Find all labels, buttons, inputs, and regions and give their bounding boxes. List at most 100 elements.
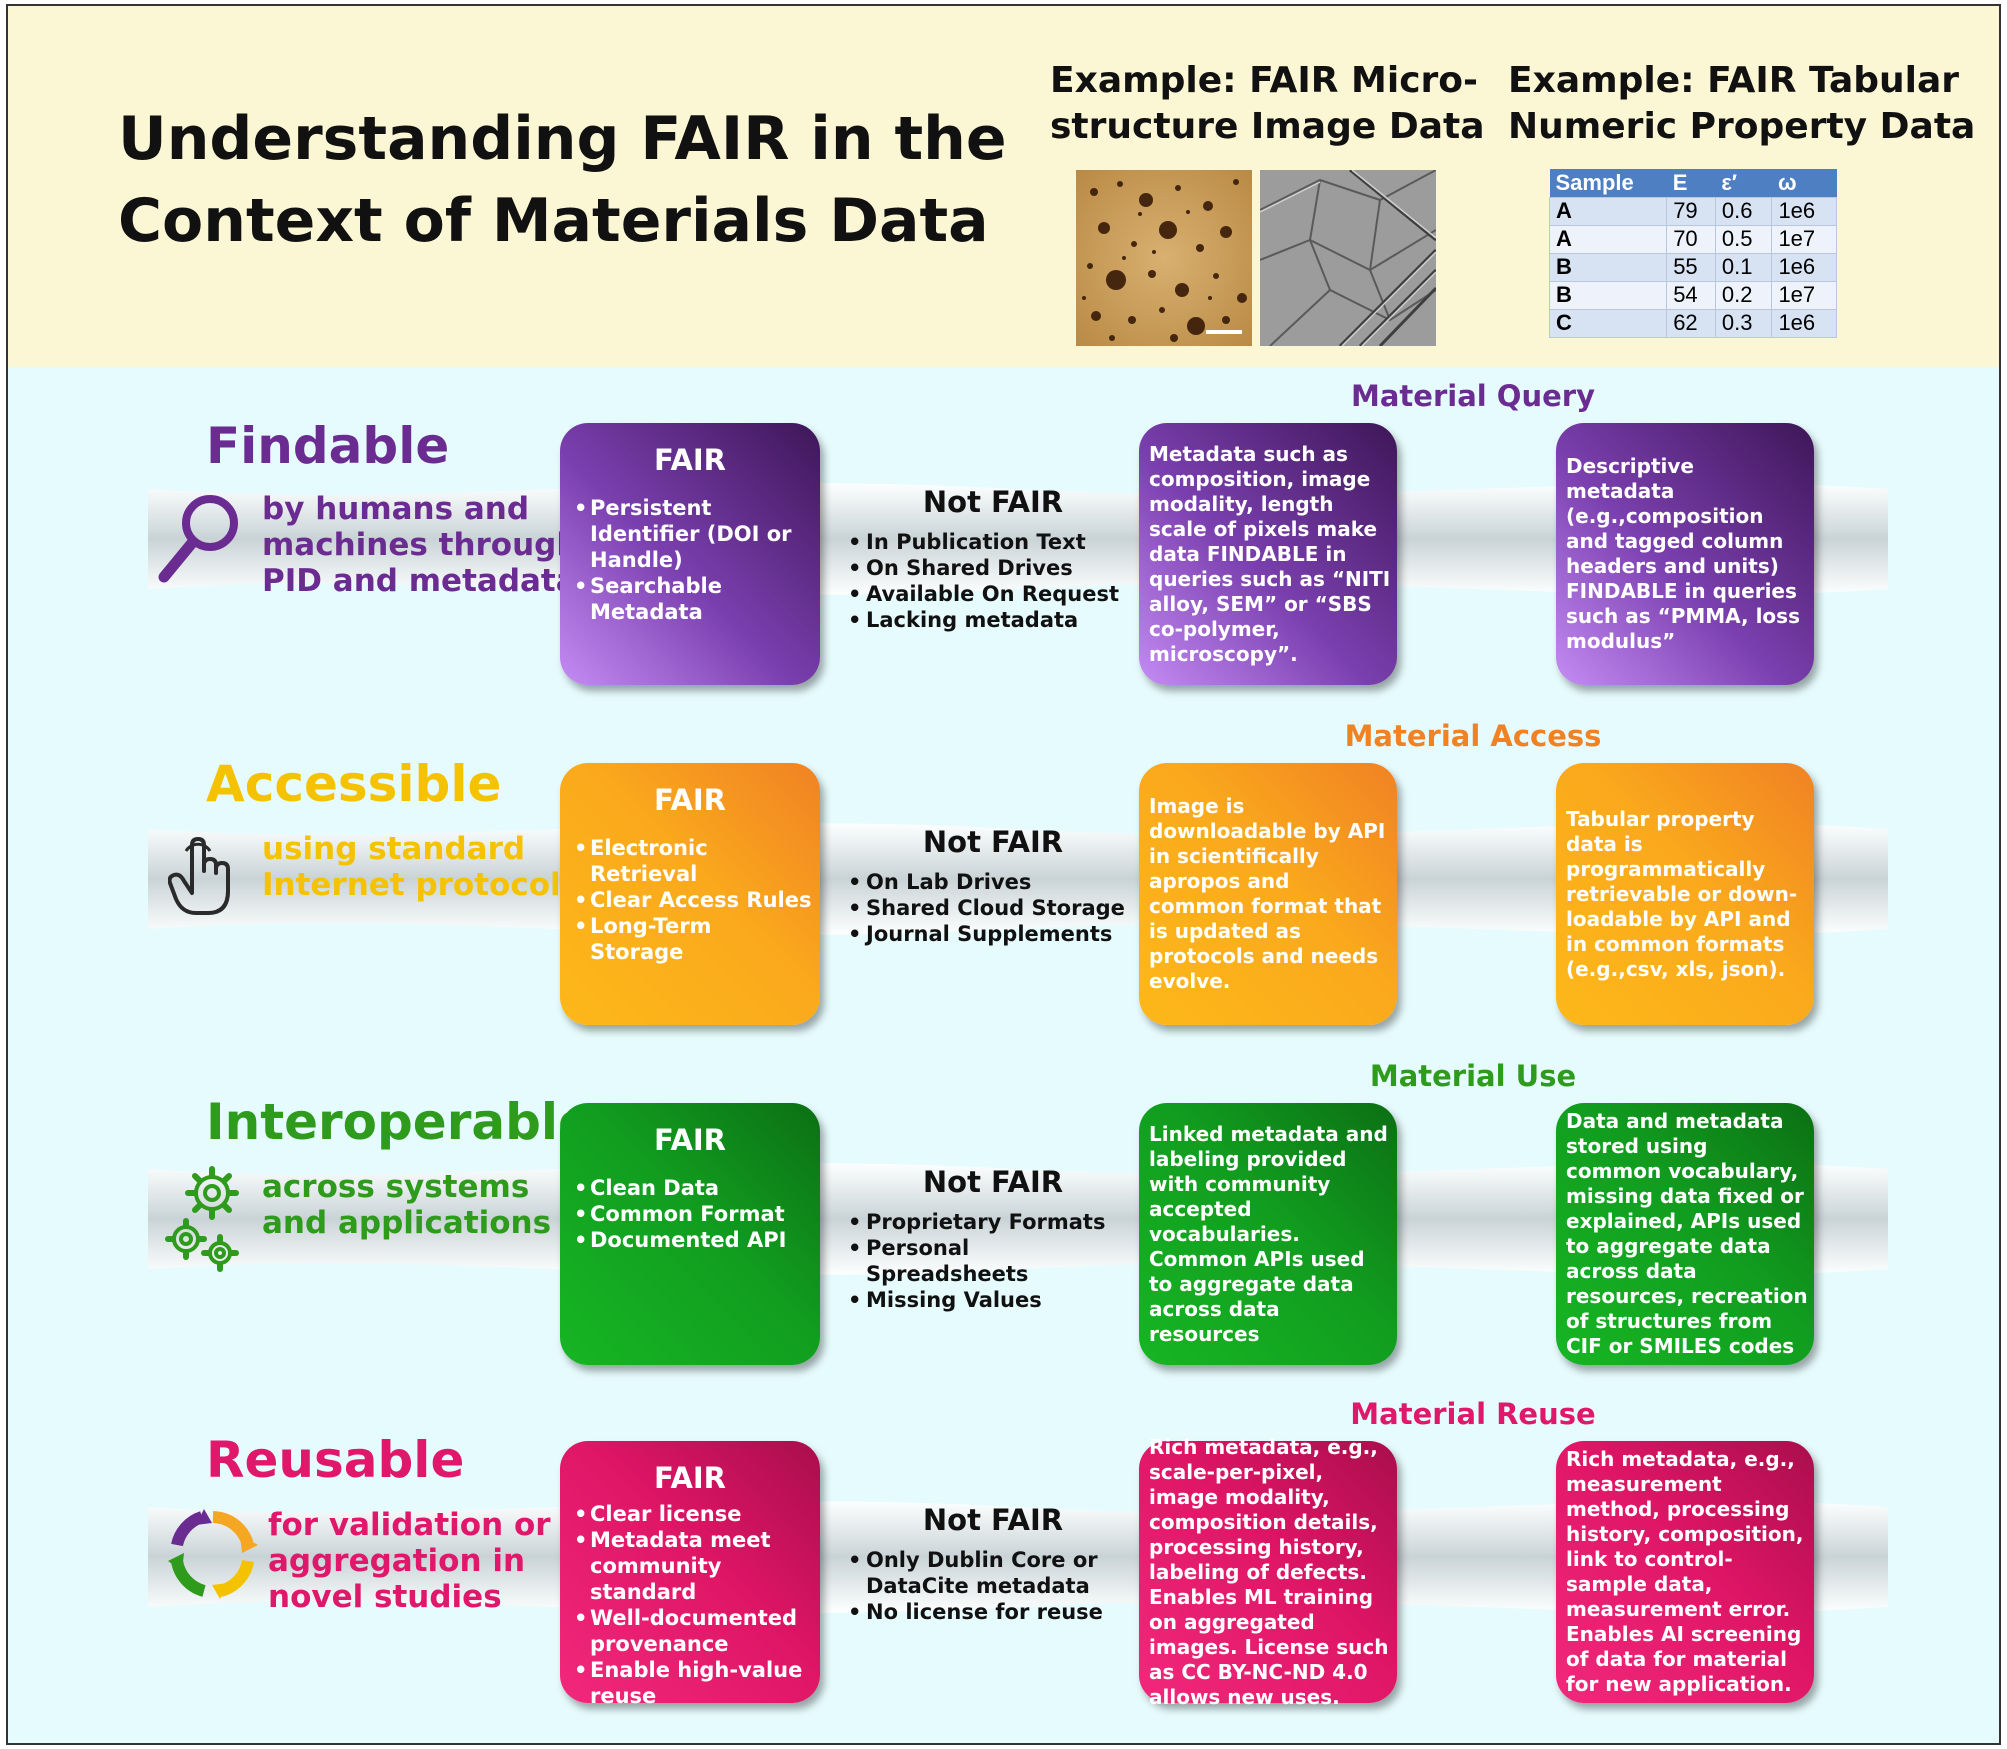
table-cell: 0.6	[1714, 196, 1773, 226]
example-table-heading: Example: FAIR Tabular Numeric Property D…	[1508, 58, 1975, 150]
sem-micrograph-svg	[1260, 170, 1436, 346]
principle-findable: Findable	[206, 417, 450, 475]
fair-list: Persistent Identifier (DOI or Handle) Se…	[560, 495, 820, 625]
reusable-fair-card: FAIR Clear license Metadata meet communi…	[560, 1441, 820, 1708]
table-cell: 79	[1666, 196, 1716, 226]
material-query-label: Material Query	[1351, 379, 1595, 413]
interoperable-table-example-card: Data and metadata stored using common vo…	[1556, 1103, 1814, 1365]
list-item: Clear Access Rules	[574, 887, 812, 913]
interoperable-description: across systems and applications	[262, 1169, 551, 1241]
sem-micrograph-image	[1260, 170, 1436, 346]
list-item: In Publication Text	[848, 529, 1138, 555]
table-cell: 70	[1666, 224, 1716, 254]
table-cell: 0.3	[1714, 308, 1773, 338]
fair-title: FAIR	[653, 443, 727, 477]
gears-icon	[164, 1163, 248, 1277]
table-cell: 1e6	[1771, 196, 1837, 226]
list-item: Electronic Retrieval	[574, 835, 812, 887]
interoperable-image-example-card: Linked metadata and labeling provided wi…	[1139, 1103, 1397, 1365]
accessible-desc-line-2: Internet protocols	[262, 867, 580, 903]
list-item: No license for reuse	[848, 1599, 1138, 1625]
table-cell: 0.1	[1714, 252, 1773, 282]
principle-accessible: Accessible	[206, 755, 502, 813]
fair-list: Clean Data Common Format Documented API	[560, 1175, 820, 1253]
principle-interoperable: Interoperable	[206, 1093, 592, 1151]
table-cell: C	[1548, 308, 1668, 338]
findable-description: by humans and machines through PID and m…	[262, 491, 578, 599]
list-item: Searchable Metadata	[574, 573, 812, 625]
list-item: Common Format	[574, 1201, 812, 1227]
list-item: Long-Term Storage	[574, 913, 812, 965]
table-cell: 1e6	[1771, 308, 1837, 338]
table-row: A 79 0.6 1e6	[1548, 196, 1837, 226]
accessible-desc-line-1: using standard	[262, 831, 526, 867]
example-text: Rich metadata, e.g., scale-per-pixel, im…	[1149, 1434, 1389, 1709]
table-row: C 62 0.3 1e6	[1548, 308, 1837, 338]
reusable-image-example-card: Rich metadata, e.g., scale-per-pixel, im…	[1139, 1435, 1397, 1709]
accessible-notfair: Not FAIR On Lab Drives Shared Cloud Stor…	[848, 825, 1138, 947]
accessible-description: using standard Internet protocols	[262, 831, 579, 903]
list-item: Clean Data	[574, 1175, 812, 1201]
table-cell: B	[1548, 252, 1668, 282]
reusable-desc-line-2: aggregation in	[268, 1543, 526, 1579]
table-cell: A	[1548, 224, 1668, 254]
table-cell: 1e7	[1771, 280, 1837, 310]
accessible-table-example-card: Tabular property data is programmaticall…	[1556, 763, 1814, 1025]
interoperable-fair-card: FAIR Clean Data Common Format Documented…	[560, 1103, 820, 1365]
table-header-sample: Sample	[1549, 169, 1667, 197]
fair-list: Clear license Metadata meet community st…	[560, 1501, 820, 1709]
accessible-image-example-card: Image is downloadable by API in scientif…	[1139, 763, 1397, 1025]
page-title: Understanding FAIR in the Context of Mat…	[118, 98, 1007, 262]
table-row: B 55 0.1 1e6	[1548, 252, 1837, 282]
table-cell: 54	[1666, 280, 1716, 310]
notfair-title: Not FAIR	[922, 1165, 1064, 1199]
infographic: Understanding FAIR in the Context of Mat…	[6, 4, 2001, 1745]
findable-desc-line-2: machines through	[262, 527, 579, 563]
table-cell: 0.2	[1714, 280, 1773, 310]
list-item: Lacking metadata	[848, 607, 1138, 633]
notfair-list: On Lab Drives Shared Cloud Storage Journ…	[848, 869, 1138, 947]
example-text: Data and metadata stored using common vo…	[1566, 1109, 1808, 1358]
table-cell: 62	[1666, 308, 1716, 338]
table-cell: 55	[1666, 252, 1716, 282]
material-access-label: Material Access	[1344, 719, 1602, 753]
reusable-description: for validation or aggregation in novel s…	[268, 1507, 551, 1615]
table-header-omega: ω	[1771, 169, 1837, 197]
list-item: Missing Values	[848, 1287, 1138, 1313]
table-header-eps: ε′	[1715, 169, 1772, 197]
list-item: Metadata meet community standard	[574, 1527, 812, 1605]
header-panel: Understanding FAIR in the Context of Mat…	[8, 6, 1999, 367]
table-row: B 54 0.2 1e7	[1548, 280, 1837, 310]
fair-list: Electronic Retrieval Clear Access Rules …	[560, 835, 820, 965]
pointing-hand-icon	[167, 837, 234, 921]
list-item: Only Dublin Core or DataCite metadata	[848, 1547, 1138, 1599]
list-item: Well-documented provenance	[574, 1605, 812, 1657]
recycle-cycle-icon	[168, 1509, 258, 1603]
list-item: Shared Cloud Storage	[848, 895, 1138, 921]
notfair-title: Not FAIR	[922, 1503, 1064, 1537]
list-item: Persistent Identifier (DOI or Handle)	[574, 495, 812, 573]
list-item: Personal Spreadsheets	[848, 1235, 1138, 1287]
title-line-1: Understanding FAIR in the	[118, 104, 1007, 174]
table-cell: B	[1548, 280, 1668, 310]
example-image-heading-line-1: Example: FAIR Micro-	[1050, 60, 1478, 101]
findable-desc-line-1: by humans and	[262, 491, 530, 527]
notfair-title: Not FAIR	[922, 825, 1064, 859]
list-item: On Lab Drives	[848, 869, 1138, 895]
fair-title: FAIR	[653, 1123, 727, 1157]
example-text: Descriptive metadata (e.g.,composition a…	[1566, 454, 1800, 653]
material-reuse-label: Material Reuse	[1350, 1397, 1596, 1431]
optical-micrograph-svg	[1076, 170, 1252, 346]
findable-fair-card: FAIR Persistent Identifier (DOI or Handl…	[560, 423, 820, 685]
table-header-row: Sample E ε′ ω	[1549, 169, 1837, 197]
notfair-list: Only Dublin Core or DataCite metadata No…	[848, 1547, 1138, 1625]
list-item: Enable high-value reuse	[574, 1657, 812, 1709]
notfair-list: Proprietary Formats Personal Spreadsheet…	[848, 1209, 1138, 1313]
example-text: Rich metadata, e.g., measurement method,…	[1566, 1447, 1804, 1696]
list-item: Documented API	[574, 1227, 812, 1253]
list-item: On Shared Drives	[848, 555, 1138, 581]
findable-desc-line-3: PID and metadata	[262, 563, 577, 599]
optical-micrograph-image	[1076, 170, 1252, 346]
principle-reusable: Reusable	[206, 1431, 465, 1489]
magnifier-icon	[158, 485, 248, 589]
